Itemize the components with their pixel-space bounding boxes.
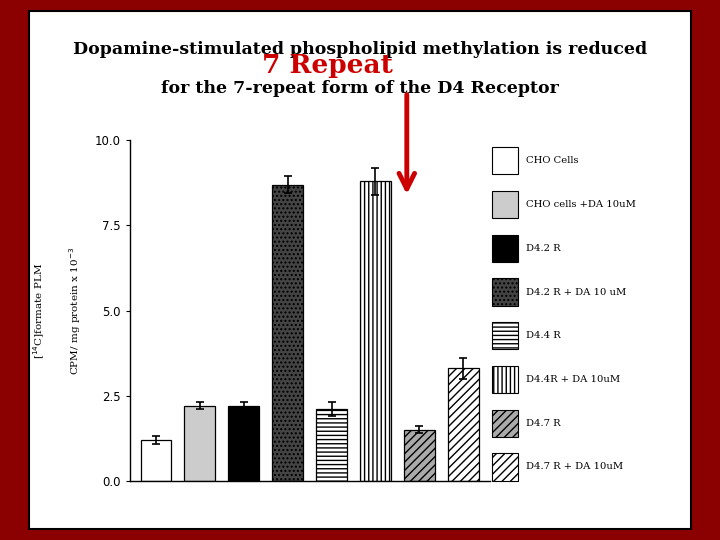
Bar	[272, 185, 303, 481]
Text: D4.7 R: D4.7 R	[526, 418, 560, 428]
Text: D4.2 R + DA 10 uM: D4.2 R + DA 10 uM	[526, 287, 626, 296]
Text: D4.7 R + DA 10uM: D4.7 R + DA 10uM	[526, 462, 623, 471]
Text: CHO cells +DA 10uM: CHO cells +DA 10uM	[526, 200, 636, 209]
Text: D4.4 R: D4.4 R	[526, 331, 561, 340]
Bar	[492, 279, 518, 306]
Bar	[448, 368, 479, 481]
Text: CPM/ mg protein x 10$^{-3}$: CPM/ mg protein x 10$^{-3}$	[68, 246, 84, 375]
Text: for the 7-repeat form of the D4 Receptor: for the 7-repeat form of the D4 Receptor	[161, 80, 559, 98]
Text: CHO Cells: CHO Cells	[526, 156, 578, 165]
Bar	[492, 454, 518, 481]
Bar	[492, 235, 518, 262]
Bar	[492, 410, 518, 437]
Text: [$^{14}$C]formate PLM: [$^{14}$C]formate PLM	[32, 262, 48, 359]
Bar	[404, 430, 435, 481]
Bar	[492, 322, 518, 349]
Bar	[228, 406, 259, 481]
Text: D4.4R + DA 10uM: D4.4R + DA 10uM	[526, 375, 620, 384]
Bar	[360, 181, 391, 481]
Bar	[492, 366, 518, 393]
Text: Dopamine-stimulated phospholipid methylation is reduced: Dopamine-stimulated phospholipid methyla…	[73, 40, 647, 58]
Text: 7 Repeat: 7 Repeat	[262, 53, 393, 78]
Bar	[184, 406, 215, 481]
Bar	[492, 147, 518, 174]
Bar	[316, 409, 347, 481]
Text: D4.2 R: D4.2 R	[526, 244, 560, 253]
Bar	[140, 440, 171, 481]
Bar	[492, 191, 518, 218]
